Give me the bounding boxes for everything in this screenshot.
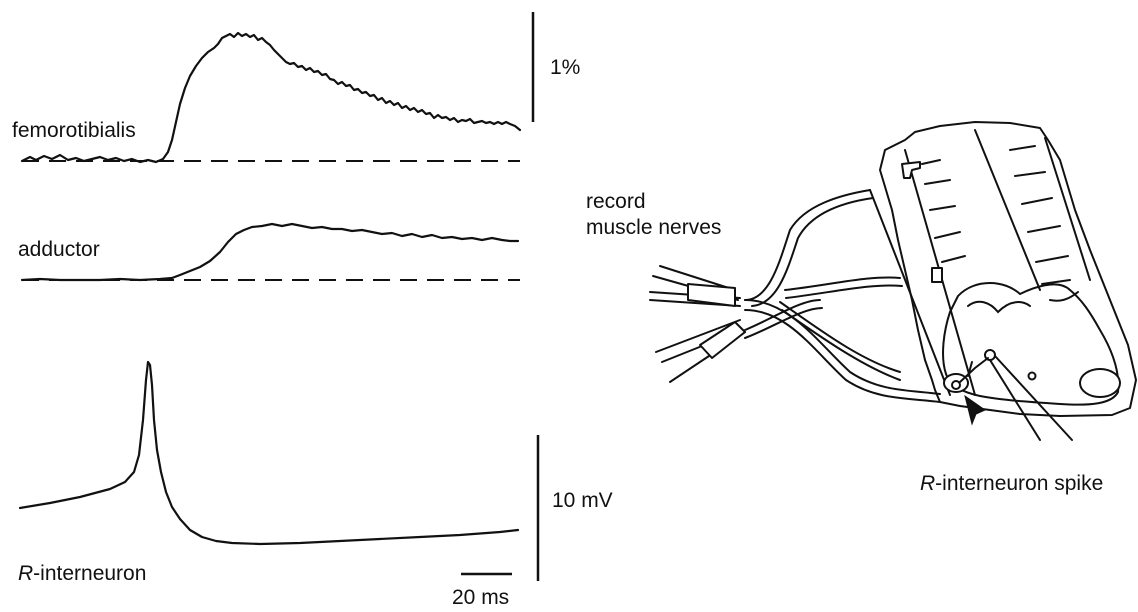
spike-label: R-interneuron spike [920, 472, 1103, 495]
femorotibialis-trace [20, 31, 522, 164]
nerve-main-trunk [744, 299, 941, 403]
nerve-stub-side [931, 267, 943, 283]
r-interneuron-label-rest: -interneuron [33, 562, 146, 585]
adductor-label: adductor [18, 238, 100, 261]
interneuron-soma [951, 380, 961, 390]
r-interneuron-label-italic: R [18, 562, 33, 585]
percent-scale-label: 1% [550, 56, 580, 79]
interneuron-process [959, 357, 989, 383]
nerve-branch-middle [784, 276, 903, 299]
nerve-branch-upper [744, 189, 874, 307]
femorotibialis-label: femorotibialis [12, 119, 136, 142]
r-interneuron-trace [18, 360, 520, 546]
spike-label-italic: R [920, 472, 935, 495]
ganglion-inner-contour [967, 291, 1079, 314]
time-scale-label: 20 ms [452, 586, 509, 609]
r-interneuron-label: R-interneuron [18, 562, 146, 585]
recordings-panel: femorotibialis adductor R-interneuron 1%… [12, 12, 613, 609]
stimulus-arrow [964, 394, 987, 426]
electrode-lower-tip [699, 321, 746, 359]
microelectrode-lines [989, 355, 1073, 441]
adductor-trace [20, 222, 520, 282]
voltage-scale-label: 10 mV [552, 489, 613, 512]
spike-label-rest: -interneuron spike [935, 472, 1103, 495]
segment-stripes [921, 145, 1071, 285]
nerve-branch-lower-b [744, 299, 823, 339]
small-soma [1027, 371, 1037, 381]
electrode-upper-tip [687, 283, 736, 307]
nerve-stub-top [901, 161, 921, 179]
preparation-diagram: record muscle nerves R-interneuron spike [586, 121, 1137, 495]
record-label-line2: muscle nerves [586, 216, 721, 239]
record-label-line1: record [586, 190, 646, 213]
oval-structure [1079, 368, 1121, 398]
